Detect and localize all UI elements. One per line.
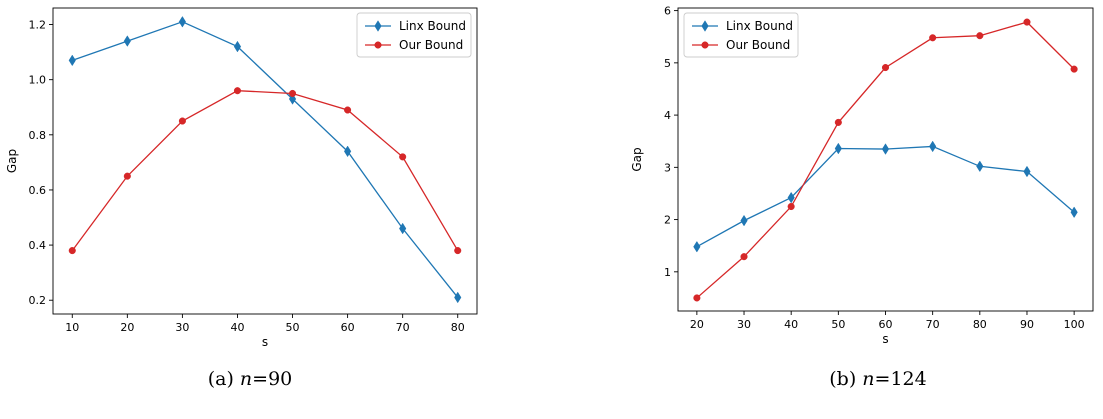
data-point xyxy=(178,117,186,125)
series-linx-bound xyxy=(68,16,462,304)
series-line xyxy=(696,21,1075,299)
legend-marker xyxy=(374,20,382,32)
data-point xyxy=(344,106,352,114)
legend-entry: Linx Bound xyxy=(365,19,466,33)
data-point xyxy=(68,247,76,255)
data-point xyxy=(399,222,407,235)
legend-marker xyxy=(701,41,709,49)
data-point xyxy=(740,214,748,227)
y-tick-label: 4 xyxy=(664,109,671,122)
x-tick-label: 30 xyxy=(737,318,751,331)
legend: Linx Bound Our Bound xyxy=(683,12,799,58)
x-tick-label: 20 xyxy=(120,321,134,334)
data-point xyxy=(1070,65,1078,73)
subfigure-caption: (a) n=90 xyxy=(208,368,293,390)
legend-label: Our Bound xyxy=(726,38,790,52)
series-linx-bound xyxy=(693,140,1078,253)
data-point xyxy=(881,143,890,155)
legend-label: Linx Bound xyxy=(399,19,466,33)
data-point xyxy=(1023,18,1031,26)
x-tick-label: 20 xyxy=(690,318,704,331)
plot-frame xyxy=(52,7,478,315)
x-axis-label: s xyxy=(262,335,268,349)
x-tick-label: 40 xyxy=(784,318,798,331)
data-point xyxy=(344,145,352,158)
data-point xyxy=(787,191,795,204)
y-axis-label: Gap xyxy=(630,147,644,171)
data-point xyxy=(1070,206,1078,219)
data-point xyxy=(454,247,462,255)
x-tick-label: 60 xyxy=(341,321,355,334)
data-point xyxy=(834,142,842,155)
y-tick-label: 6 xyxy=(664,5,671,18)
legend-label: Our Bound xyxy=(399,38,463,52)
data-point xyxy=(1023,165,1031,178)
x-axis-label: s xyxy=(882,332,888,346)
data-point xyxy=(233,40,242,53)
x-tick-label: 80 xyxy=(451,321,465,334)
data-point xyxy=(399,153,407,161)
chart-a: 10 20 30 40 50 60 70 80 0.2 0.4 0.6 0.8 1.0 1.2 s Gap Li… xyxy=(5,7,478,390)
data-point xyxy=(976,160,984,173)
legend-entry: Our Bound xyxy=(692,38,790,52)
y-axis-label: Gap xyxy=(5,149,19,173)
y-tick-label: 0.8 xyxy=(29,129,47,142)
x-tick-label: 50 xyxy=(831,318,845,331)
y-tick-label: 0.2 xyxy=(29,294,47,307)
chart-b: 20 30 40 50 60 70 80 90 100 1 2 3 4 5 6 s Gap Linx Bound O… xyxy=(630,5,1094,390)
subfigure-caption: (b) n=124 xyxy=(829,368,926,390)
x-tick-label: 60 xyxy=(879,318,893,331)
x-tick-label: 80 xyxy=(973,318,987,331)
legend-entry: Our Bound xyxy=(365,38,463,52)
series-our-bound xyxy=(693,18,1078,302)
data-point xyxy=(976,32,984,40)
data-point xyxy=(454,291,462,304)
x-tick-label: 70 xyxy=(396,321,410,334)
legend-entry: Linx Bound xyxy=(692,19,793,33)
data-point xyxy=(693,294,701,302)
y-tick-label: 1.2 xyxy=(29,19,47,32)
x-tick-label: 10 xyxy=(65,321,79,334)
x-tick-label: 90 xyxy=(1020,318,1034,331)
data-point xyxy=(693,240,701,253)
x-tick-label: 30 xyxy=(175,321,189,334)
data-point xyxy=(288,89,297,98)
data-point xyxy=(834,118,842,126)
series-line xyxy=(72,21,459,298)
data-point xyxy=(929,34,937,42)
x-tick-label: 50 xyxy=(286,321,300,334)
legend-marker xyxy=(701,20,709,32)
y-tick-label: 1 xyxy=(664,266,671,279)
legend-box xyxy=(356,12,472,58)
legend: Linx Bound Our Bound xyxy=(356,12,472,58)
series-line xyxy=(71,90,459,251)
data-point xyxy=(233,87,242,95)
legend-marker xyxy=(374,41,382,49)
data-point xyxy=(740,253,748,261)
data-point xyxy=(178,16,186,28)
x-tick-label: 70 xyxy=(926,318,940,331)
x-tick-label: 100 xyxy=(1064,318,1085,331)
data-point xyxy=(881,64,890,72)
series-line xyxy=(696,145,1075,248)
series-our-bound xyxy=(68,87,462,255)
y-tick-label: 1.0 xyxy=(29,74,47,87)
y-tick-label: 3 xyxy=(664,161,671,174)
y-tick-label: 0.4 xyxy=(29,239,47,252)
y-tick-label: 5 xyxy=(664,57,671,70)
data-point xyxy=(123,172,131,180)
data-point xyxy=(68,54,76,67)
legend-box xyxy=(683,12,799,58)
data-point xyxy=(123,35,131,47)
data-point xyxy=(929,140,937,153)
legend-label: Linx Bound xyxy=(726,19,793,33)
data-point xyxy=(787,202,795,211)
y-tick-label: 0.6 xyxy=(29,184,47,197)
y-tick-label: 2 xyxy=(664,214,671,227)
x-tick-label: 40 xyxy=(230,321,244,334)
